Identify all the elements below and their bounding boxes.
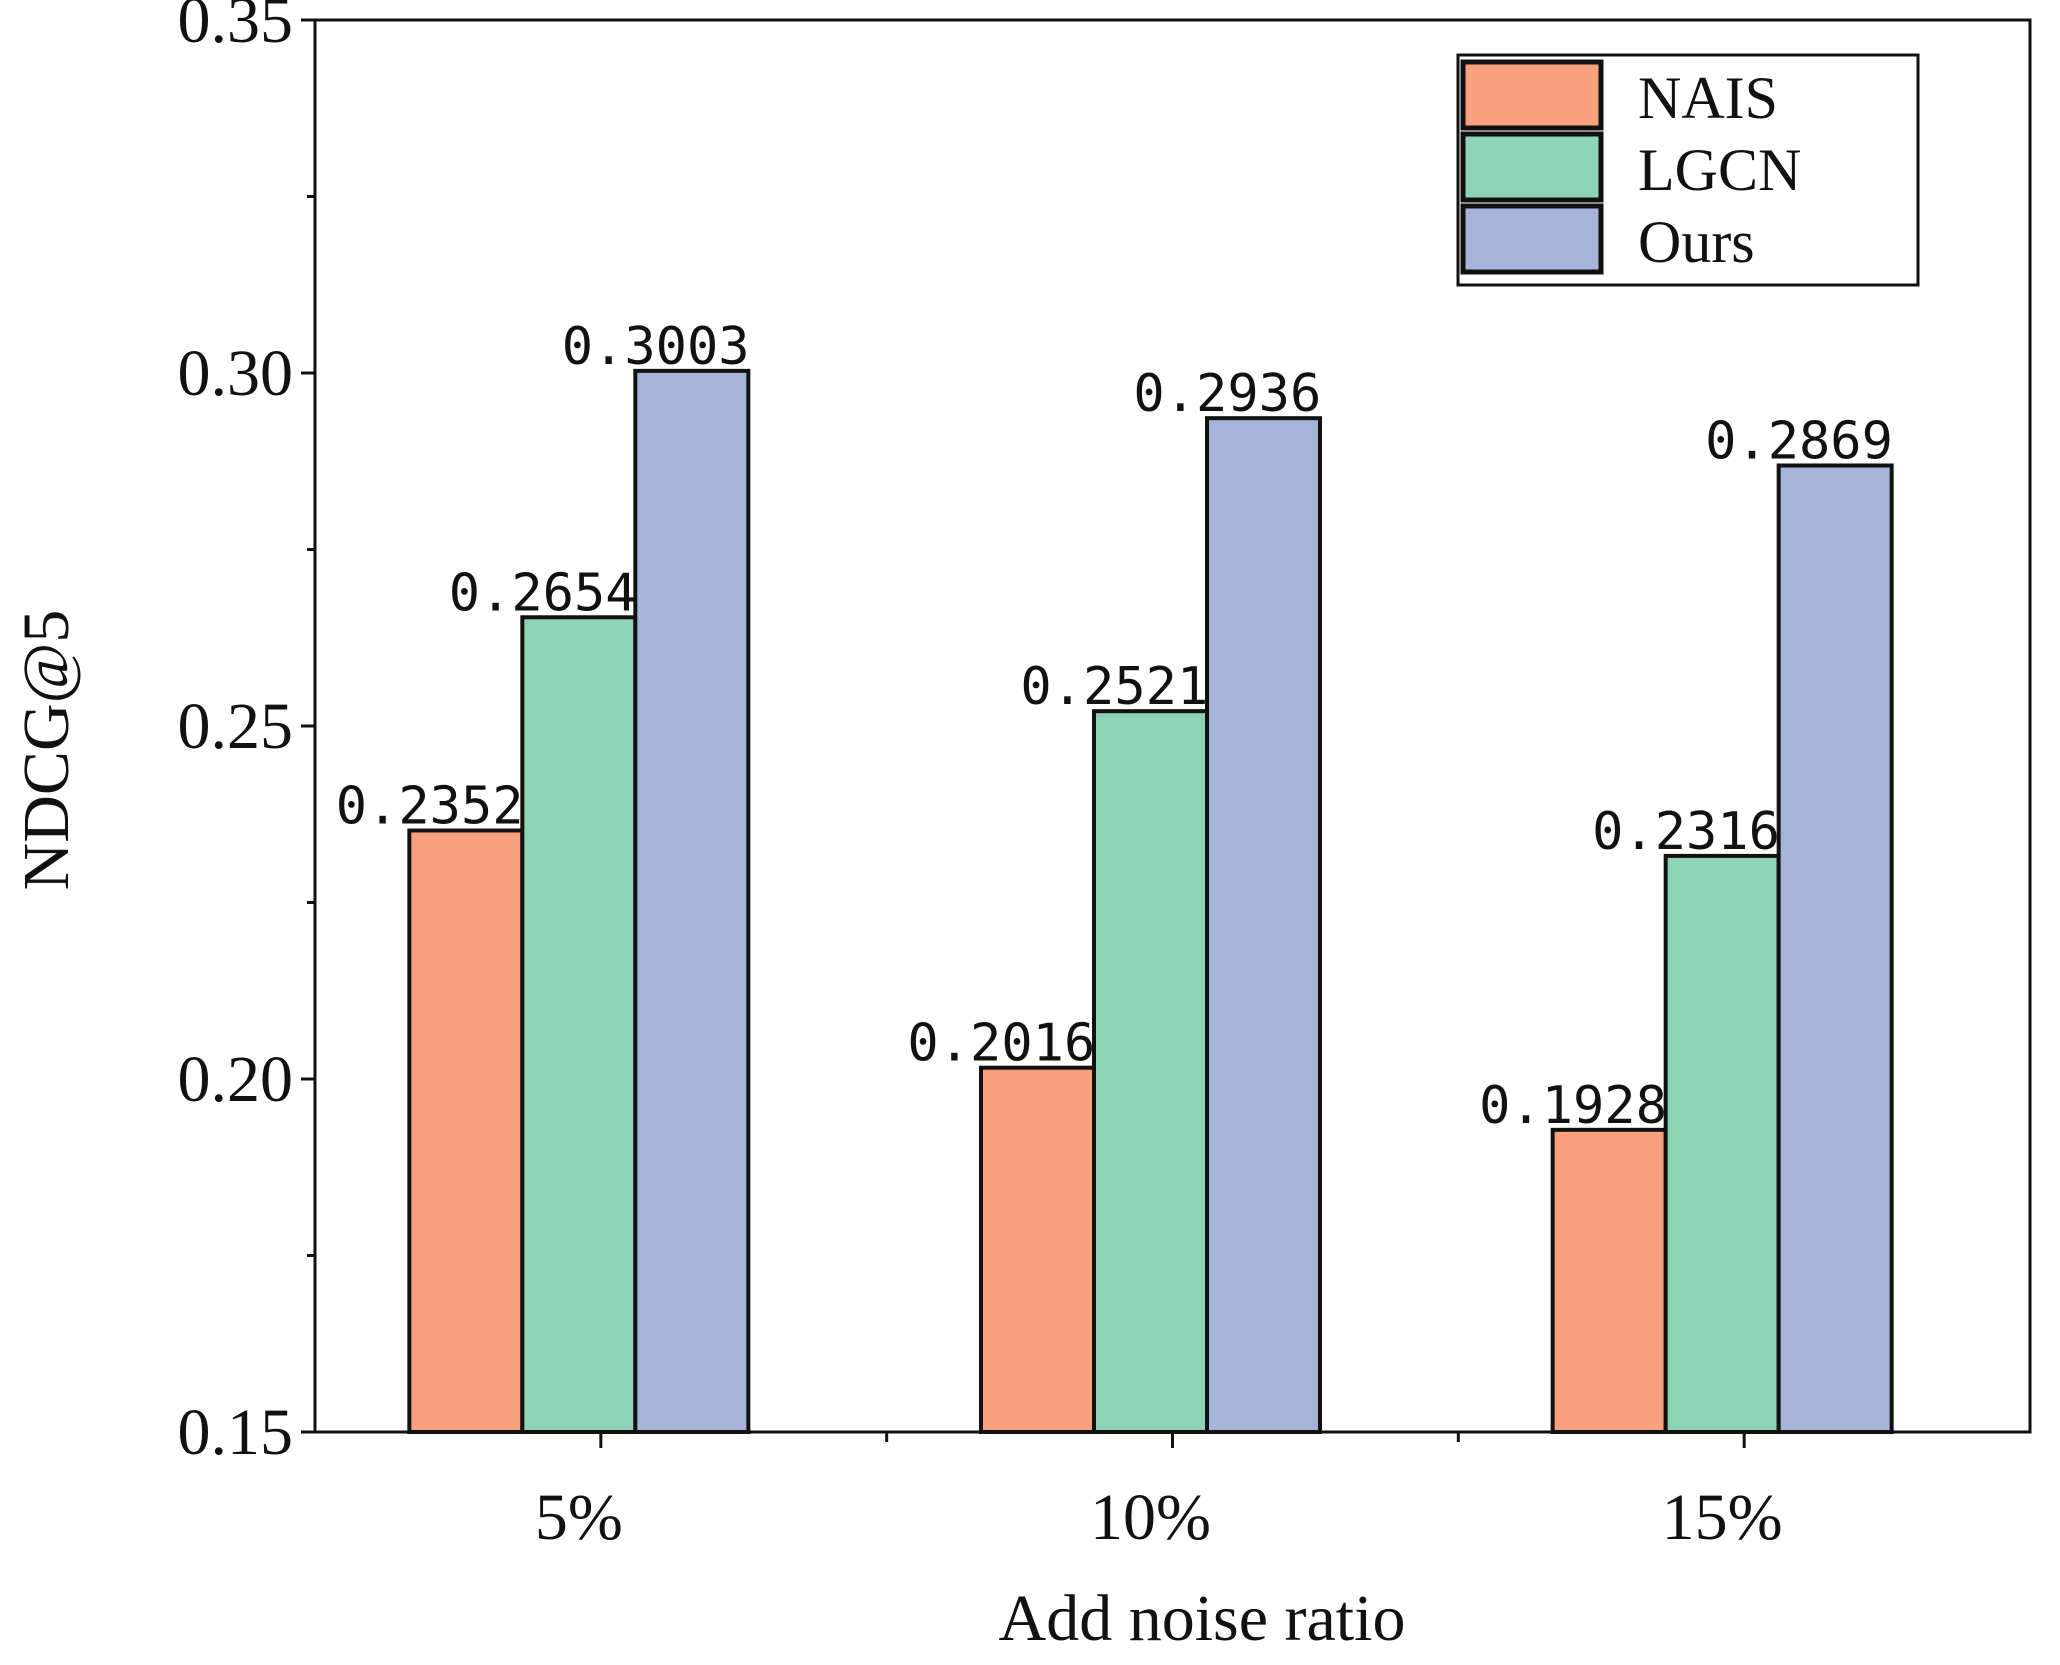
bar-ours-2 <box>1205 416 1322 1434</box>
bar-value-label: 0.2869 <box>1705 411 1893 471</box>
bar-value-label: 0.2016 <box>907 1014 1095 1074</box>
legend-swatch-ours <box>1460 203 1604 275</box>
bar-value-label: 0.2316 <box>1592 802 1780 862</box>
bar-lgcn-2 <box>1092 709 1209 1434</box>
y-tick-label: 0.25 <box>178 690 294 763</box>
y-tick-label: 0.30 <box>178 337 294 410</box>
y-tick-label: 0.35 <box>178 0 294 57</box>
bar-ours-1 <box>633 368 751 1435</box>
bar-value-label: 0.2521 <box>1020 657 1208 717</box>
bar-value-label: 0.1928 <box>1479 1076 1667 1136</box>
legend-swatch-nais <box>1460 59 1604 131</box>
x-tick-label: 15% <box>1662 1481 1783 1554</box>
bar-nais-2 <box>979 1065 1096 1434</box>
x-tick-label: 5% <box>535 1481 623 1554</box>
bar-value-label: 0.2654 <box>449 563 637 623</box>
y-axis-title: NDCG@5 <box>10 610 83 891</box>
legend-swatch-lgcn <box>1460 131 1604 203</box>
y-axis: 0.15 0.20 0.25 0.30 0.35 <box>178 0 315 1469</box>
legend-label-lgcn: LGCN <box>1638 137 1801 203</box>
bar-value-label: 0.2936 <box>1133 364 1321 424</box>
bar-labels: 0.2352 0.2654 0.3003 0.2016 0.2521 0.2936 0.19… <box>336 317 1893 1136</box>
y-tick-label: 0.15 <box>178 1396 294 1469</box>
legend-label-nais: NAIS <box>1638 65 1778 131</box>
bar-value-label: 0.2352 <box>336 776 524 836</box>
bar-nais-3 <box>1550 1127 1668 1435</box>
bars <box>407 368 1894 1435</box>
x-tick-label: 10% <box>1090 1481 1211 1554</box>
bar-lgcn-3 <box>1663 853 1781 1434</box>
x-axis-title: Add noise ratio <box>999 1582 1406 1655</box>
bar-lgcn-1 <box>520 615 638 1434</box>
y-tick-label: 0.20 <box>178 1043 294 1116</box>
legend-label-ours: Ours <box>1638 209 1755 275</box>
bar-ours-3 <box>1776 463 1894 1434</box>
x-axis: 5% 10% 15% <box>535 1432 1783 1554</box>
bar-value-label: 0.3003 <box>562 317 750 377</box>
bar-nais-1 <box>407 828 525 1434</box>
